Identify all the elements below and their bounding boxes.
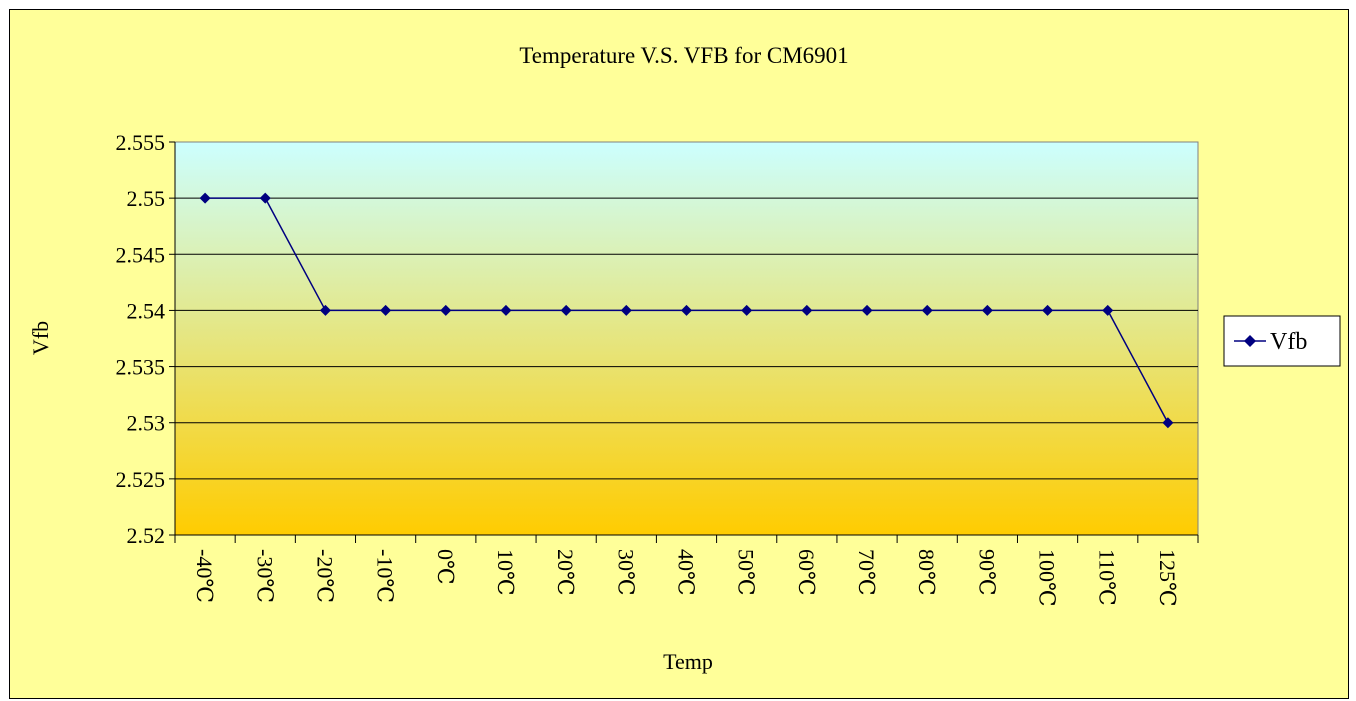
data-point: [620, 304, 632, 316]
x-tick-label: 70℃: [854, 549, 879, 596]
x-tick-label: 110℃: [1095, 549, 1120, 606]
chart-title: Temperature V.S. VFB for CM6901: [519, 43, 848, 68]
y-tick-label: 2.55: [127, 186, 166, 211]
data-point: [440, 304, 452, 316]
data-point: [681, 304, 692, 316]
x-tick-label: -30℃: [252, 549, 277, 603]
y-tick-label: 2.53: [127, 411, 166, 436]
x-tick-label: 0℃: [433, 549, 458, 585]
x-tick-label: 30℃: [613, 549, 638, 596]
plot-area: [174, 141, 1199, 536]
data-point: [319, 304, 331, 316]
data-point: [921, 304, 933, 316]
y-tick-label: 2.535: [116, 355, 166, 380]
x-tick-label: 50℃: [734, 549, 759, 596]
series-vfb: [199, 192, 1174, 429]
gridlines: [175, 197, 1198, 480]
x-tick-label: 20℃: [553, 549, 578, 596]
x-tick-label: 90℃: [974, 549, 999, 596]
data-point: [741, 304, 753, 316]
data-point: [1102, 304, 1114, 316]
legend-label: Vfb: [1270, 329, 1307, 355]
data-point: [560, 304, 572, 316]
x-tick-label: 80℃: [914, 549, 939, 596]
y-tick-label: 2.52: [127, 523, 166, 548]
legend-marker: [1244, 335, 1256, 347]
x-tick-label: 10℃: [493, 549, 518, 596]
data-point: [380, 304, 392, 316]
y-tick-label: 2.525: [116, 467, 166, 492]
x-tick-label: 60℃: [794, 549, 819, 596]
y-tick-label: 2.54: [127, 298, 166, 323]
y-tick-label: 2.545: [116, 242, 166, 267]
data-point: [801, 304, 813, 316]
x-tick-label: -10℃: [373, 549, 398, 603]
x-tick-label: -40℃: [192, 549, 217, 603]
y-tick-label: 2.555: [116, 130, 166, 155]
y-axis-label: Vfb: [28, 321, 53, 355]
x-tick-label: 40℃: [674, 549, 699, 596]
legend: Vfb: [1223, 315, 1341, 367]
x-tick-label: -20℃: [312, 549, 337, 603]
x-tick-label: 125℃: [1155, 549, 1180, 607]
data-point: [500, 304, 512, 316]
data-point: [1042, 304, 1054, 316]
x-axis-label: Temp: [663, 649, 713, 674]
data-point: [981, 304, 993, 316]
x-tick-label: 100℃: [1035, 549, 1060, 607]
y-axis-ticks: 2.52 2.525 2.53 2.535 2.54 2.545 2.55 2.555: [116, 130, 176, 548]
data-point: [199, 192, 211, 204]
x-axis-ticks: -40℃ -30℃ -20℃ -10℃ 0℃ 10℃ 20℃ 30℃ 40℃ 50℃ 60℃ 70℃ 8…: [174, 534, 1199, 607]
data-point: [1162, 417, 1174, 429]
data-point: [259, 192, 271, 204]
data-point: [861, 304, 873, 316]
